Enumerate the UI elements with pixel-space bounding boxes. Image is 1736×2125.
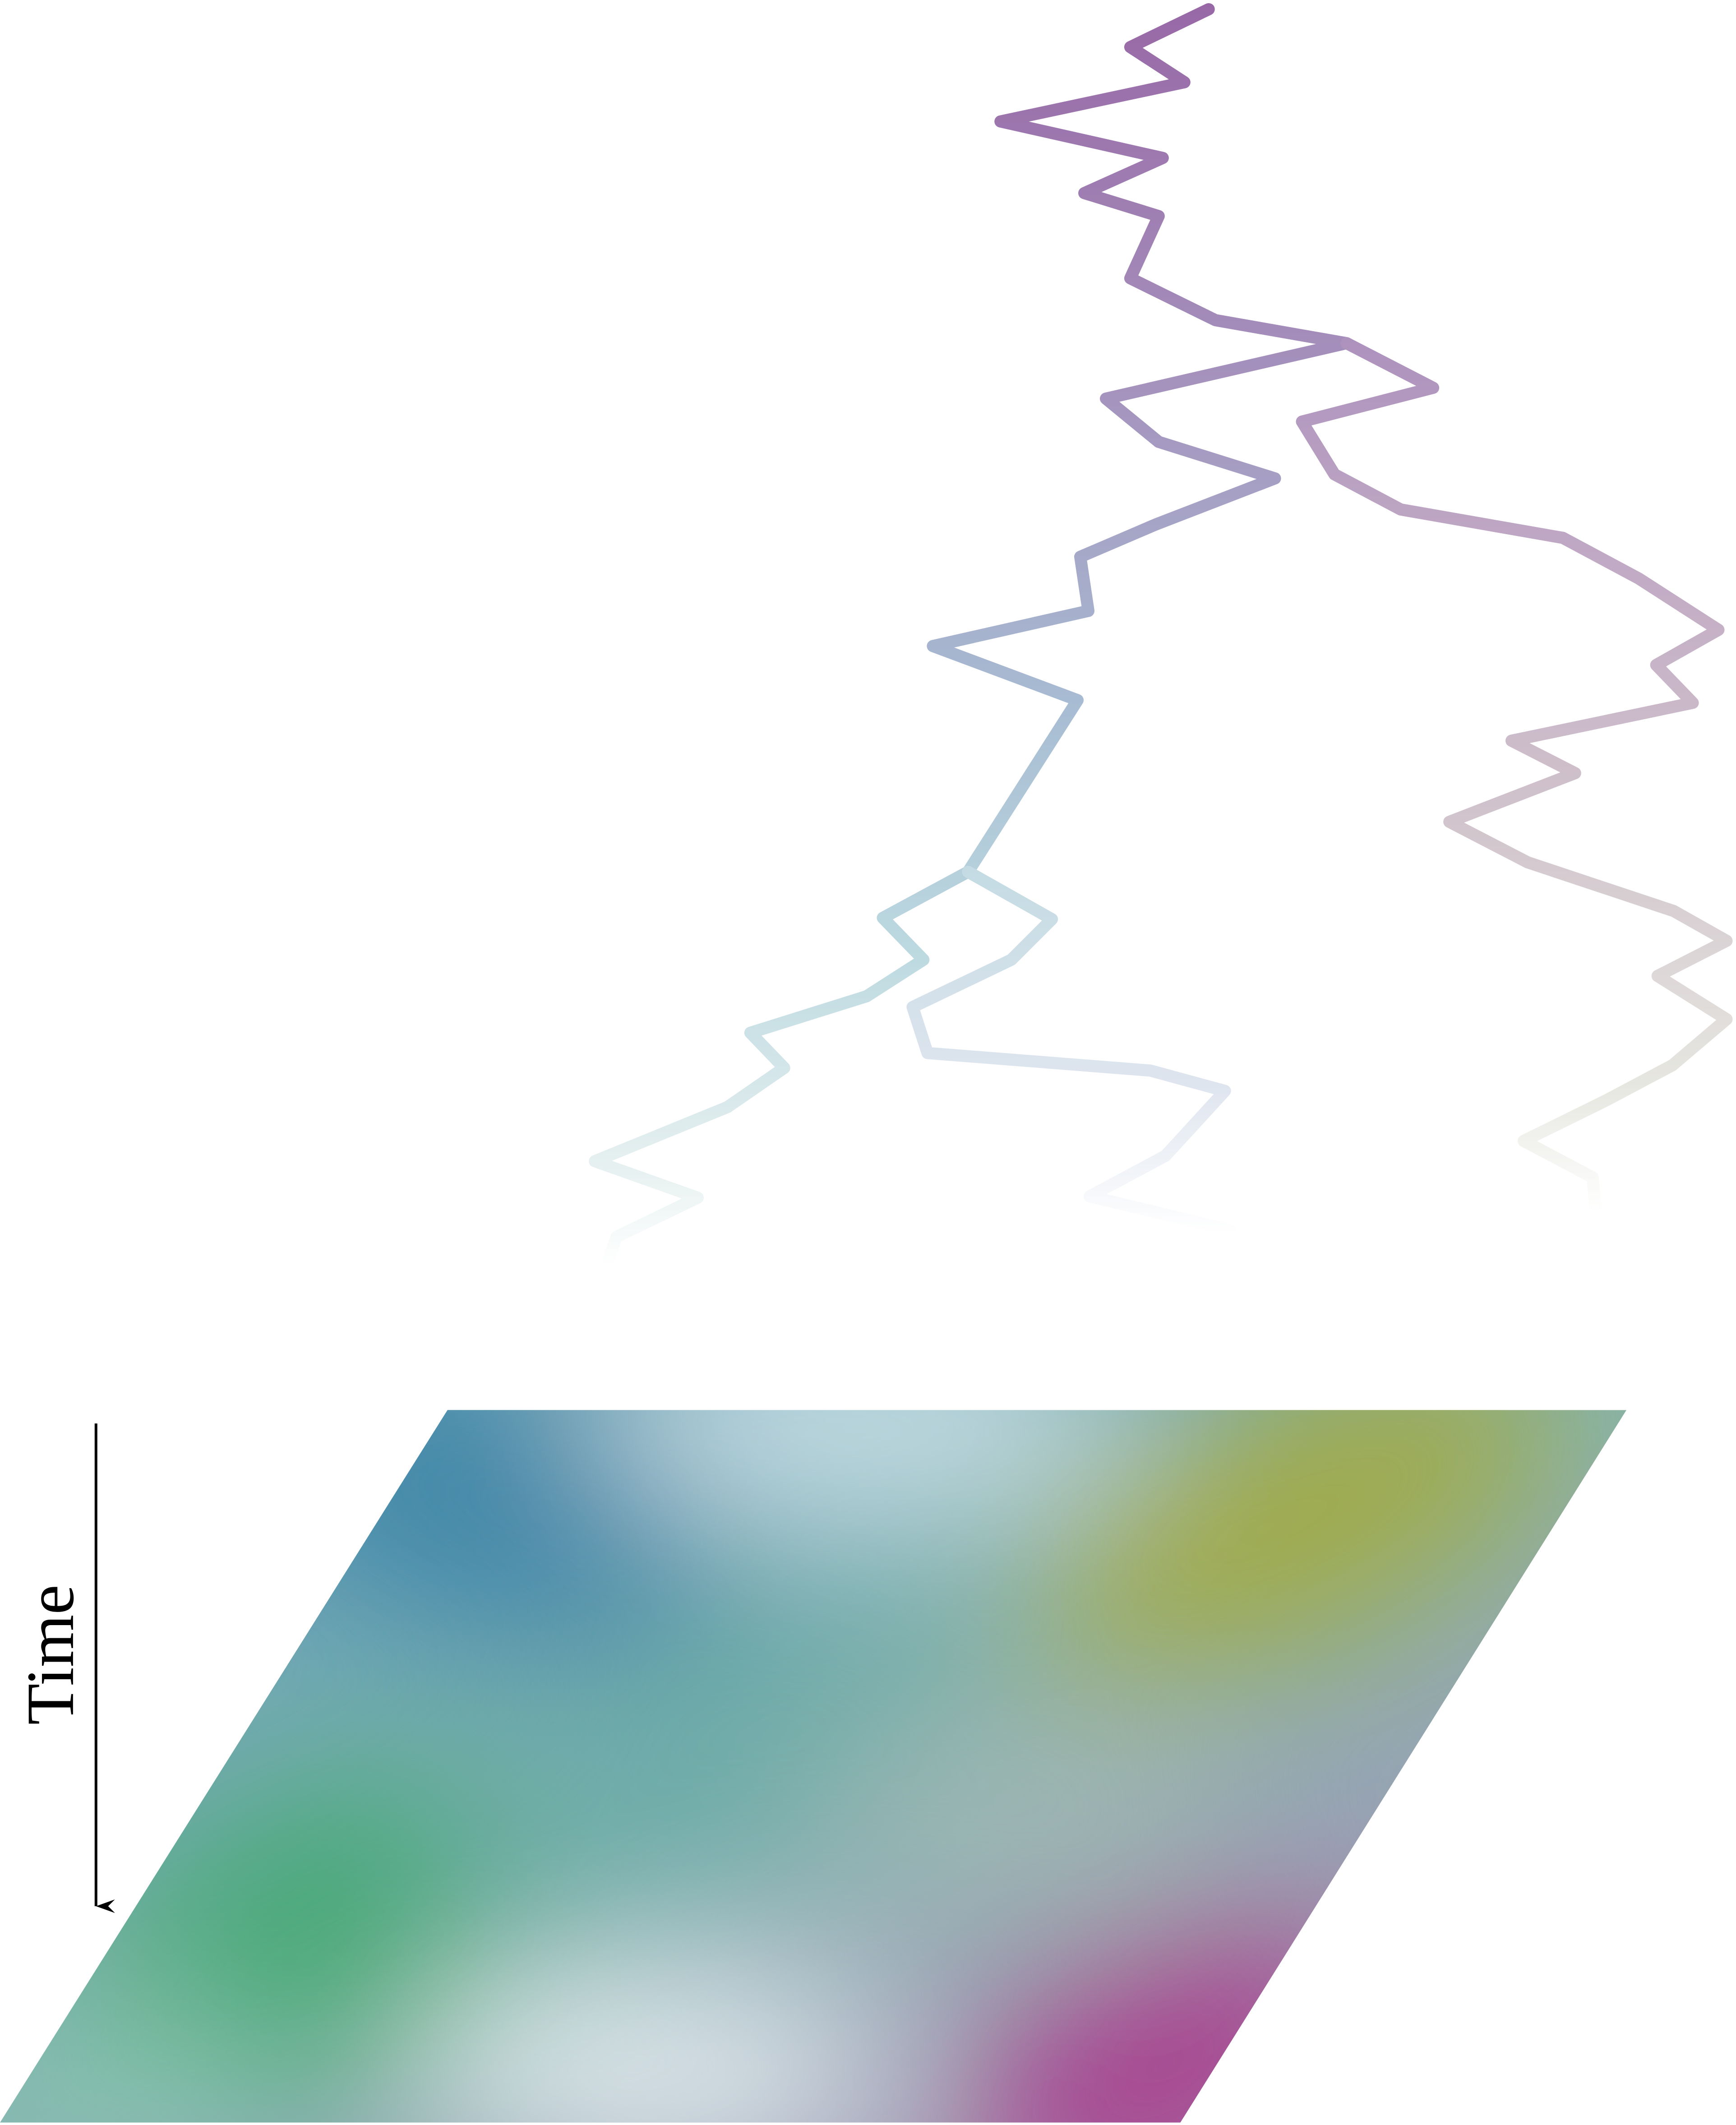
time-label: Time	[13, 1585, 88, 1725]
field-surface	[0, 1410, 1627, 2123]
branch-path	[906, 865, 1237, 1237]
branch-path	[1296, 337, 1733, 1215]
trunk-path	[589, 3, 1353, 1266]
